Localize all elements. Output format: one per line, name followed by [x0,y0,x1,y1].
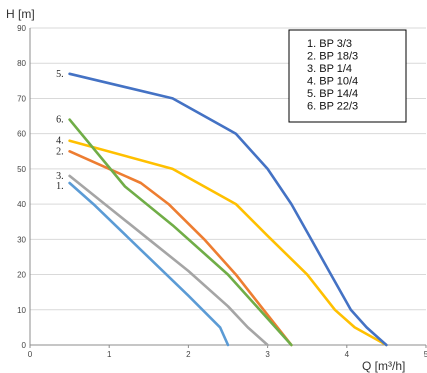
legend-entry: 1. BP 3/3 [307,38,352,50]
series-line-bp-1-4 [68,174,269,347]
legend-entry: 2. BP 18/3 [307,51,358,63]
curve-tag-label: 6. [56,115,64,126]
series-line-bp-18-3 [68,150,293,347]
legend: 1. BP 3/32. BP 18/33. BP 1/44. BP 10/45.… [288,29,407,123]
legend-entry: 3. BP 1/4 [307,63,352,75]
x-tick-label: 1 [107,350,112,359]
y-tick-label: 70 [17,94,26,103]
y-tick-label: 90 [17,24,26,33]
x-axis-title: Q [m³/h] [362,359,405,373]
gridlines [30,27,426,311]
series-lines [68,72,388,347]
x-tick-label: 4 [345,350,350,359]
series-line-bp-10-4 [68,139,388,347]
x-tick-label: 3 [265,350,270,359]
y-tick-label: 0 [22,341,27,350]
series-line-bp-3-3 [68,181,230,347]
y-tick-label: 10 [17,306,26,315]
y-tick-label: 40 [17,200,26,209]
legend-entry: 6. BP 22/3 [307,101,358,113]
x-tick-label: 0 [28,350,33,359]
curve-tag-label: 1. [56,181,64,192]
y-tick-label: 20 [17,271,26,280]
curve-tag-label: 4. [56,136,64,147]
legend-box [288,29,407,123]
x-tick-label: 2 [186,350,191,359]
y-tick-label: 80 [17,59,26,68]
y-tick-label: 60 [17,130,26,139]
curve-tag-label: 3. [56,171,64,182]
series-line-bp-22-3 [68,118,293,347]
series-line-bp-14-4 [68,72,388,347]
x-tick-label: 5 [424,350,427,359]
legend-entry: 5. BP 14/4 [307,88,358,100]
legend-entry: 4. BP 10/4 [307,76,358,88]
tick-labels: 0 10 20 30 40 50 60 70 80 90 0 1 2 3 4 5 [17,24,427,359]
curve-tag-label: 5. [56,69,64,80]
y-axis-title: H [m] [6,7,35,21]
y-tick-label: 50 [17,165,26,174]
curve-number-tags: 5. 6. 4.2. 3.1. [56,69,64,192]
y-tick-label: 30 [17,235,26,244]
curve-tag-label: 2. [56,146,64,157]
